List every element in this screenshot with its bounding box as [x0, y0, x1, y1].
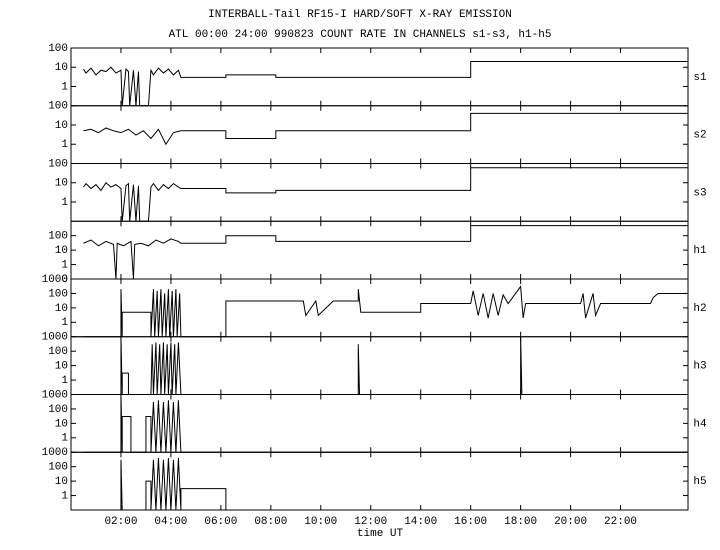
y-tick-label: 1	[61, 81, 68, 93]
x-tick-label: 02:00	[104, 516, 137, 528]
y-tick-label: 1000	[42, 389, 68, 401]
panel-frame	[70, 220, 689, 280]
panel-frame	[70, 105, 689, 164]
y-tick-label: 1000	[42, 332, 68, 344]
panel-label: h5	[693, 476, 706, 488]
chart-title: INTERBALL-Tail RF15-I HARD/SOFT X-RAY EM…	[208, 9, 512, 21]
x-tick-label: 10:00	[304, 516, 337, 528]
x-tick-label: 08:00	[254, 516, 287, 528]
data-line	[83, 112, 688, 146]
panel-label: s2	[693, 130, 706, 142]
data-line	[83, 60, 688, 107]
data-line	[83, 225, 688, 280]
panel-label: s1	[693, 72, 707, 84]
y-tick-label: 100	[48, 462, 68, 474]
panel-label: s3	[693, 187, 706, 199]
data-line	[83, 336, 688, 395]
y-tick-label: 10	[55, 120, 68, 132]
y-tick-label: 1	[61, 433, 68, 445]
y-tick-label: 100	[48, 231, 68, 243]
x-tick-label: 14:00	[404, 516, 437, 528]
y-tick-label: 10	[55, 476, 68, 488]
y-tick-label: 1	[61, 139, 68, 151]
y-tick-label: 10	[55, 361, 68, 373]
x-tick-label: 06:00	[204, 516, 237, 528]
panel-frame	[70, 163, 689, 222]
chart-subtitle: ATL 00:00 24:00 990823 COUNT RATE IN CHA…	[169, 29, 552, 41]
x-tick-label: 04:00	[154, 516, 187, 528]
y-tick-label: 100	[48, 158, 68, 170]
data-line	[83, 285, 688, 338]
y-tick-label: 100	[48, 288, 68, 300]
data-line	[83, 167, 688, 222]
y-tick-label: 100	[48, 43, 68, 55]
data-line	[83, 457, 688, 511]
y-tick-label: 100	[48, 404, 68, 416]
panel-label: h1	[693, 245, 707, 257]
y-tick-label: 1	[61, 375, 68, 387]
x-tick-label: 16:00	[454, 516, 487, 528]
y-tick-label: 10	[55, 178, 68, 190]
data-line	[83, 394, 688, 453]
y-tick-label: 1	[61, 490, 68, 502]
y-tick-label: 1	[61, 197, 68, 209]
panel-label: h4	[693, 418, 707, 430]
y-tick-label: 0	[61, 274, 68, 286]
y-tick-label: 1000	[42, 274, 68, 286]
y-tick-label: 10	[55, 418, 68, 430]
y-tick-label: 10	[55, 303, 68, 315]
y-tick-label: 100	[48, 346, 68, 358]
x-tick-label: 20:00	[554, 516, 587, 528]
y-tick-label: 10	[55, 62, 68, 74]
panel-label: h2	[693, 303, 706, 315]
y-tick-label: 1000	[42, 447, 68, 459]
panel-label: h3	[693, 361, 706, 373]
x-tick-label: 18:00	[504, 516, 537, 528]
y-tick-label: 1	[61, 317, 68, 329]
y-tick-label: 10	[55, 245, 68, 257]
x-tick-label: 22:00	[604, 516, 637, 528]
y-tick-label: 1	[61, 259, 68, 271]
y-tick-label: 100	[48, 101, 68, 113]
x-axis-label: time UT	[357, 528, 404, 540]
x-tick-label: 12:00	[354, 516, 387, 528]
